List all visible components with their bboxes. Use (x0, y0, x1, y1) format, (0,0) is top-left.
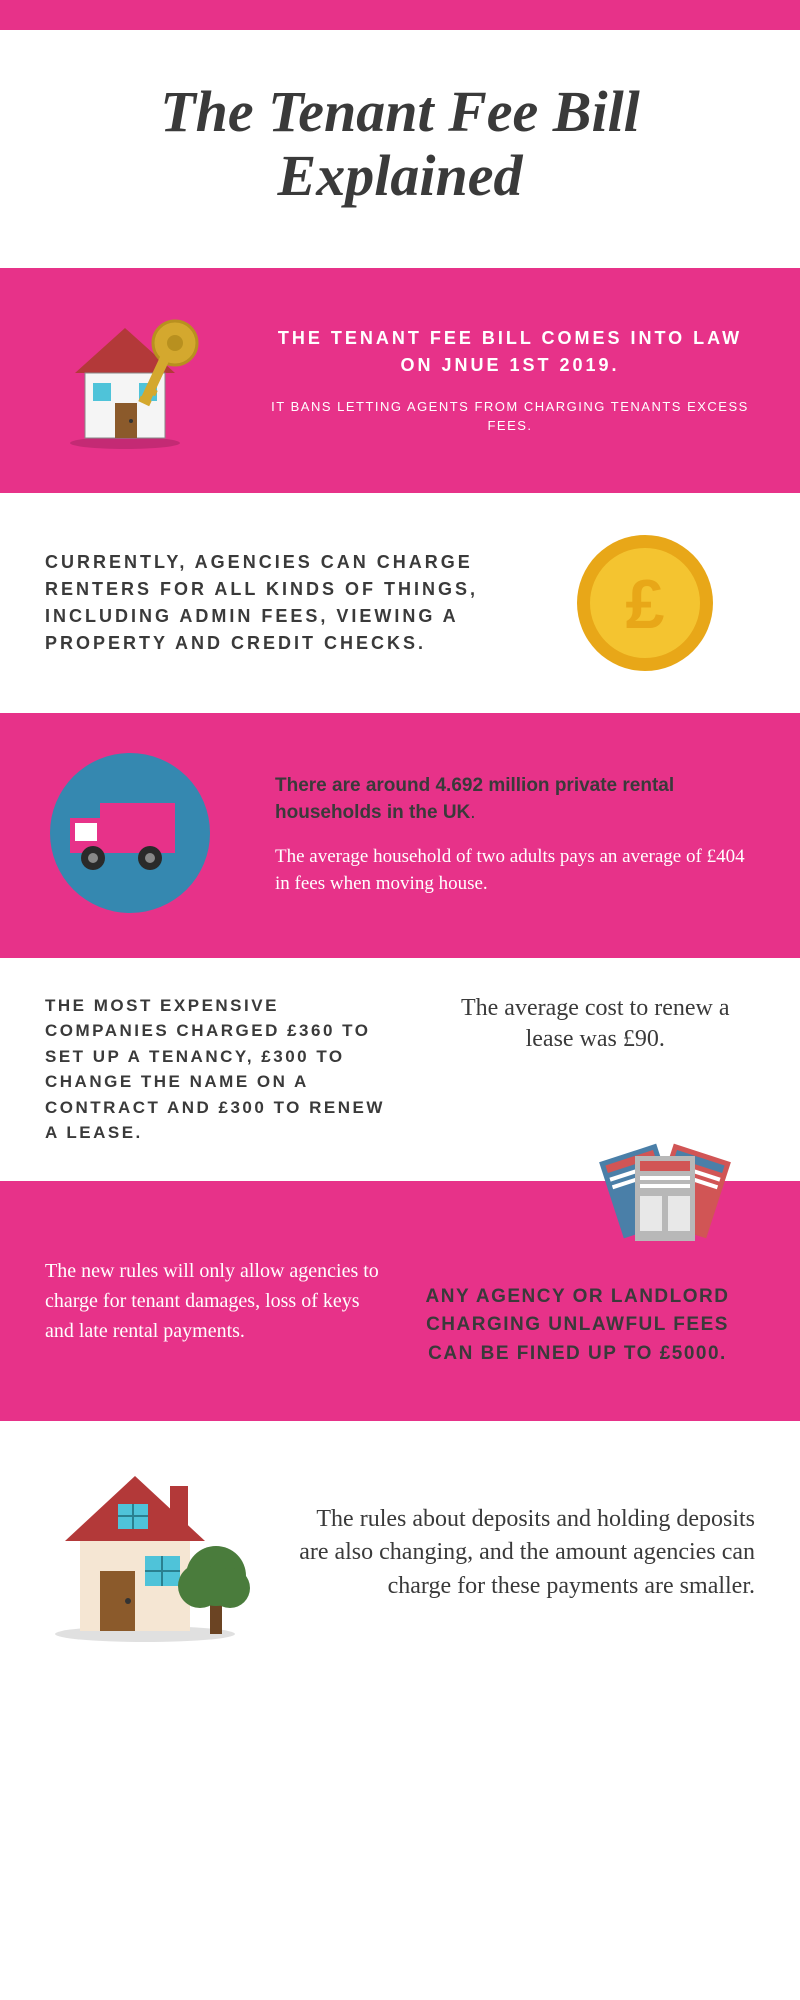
new-rules-text: The new rules will only allow agencies t… (45, 1256, 380, 1346)
section-current-fees: CURRENTLY, AGENCIES CAN CHARGE RENTERS F… (0, 493, 800, 713)
fine-text: ANY AGENCY OR LANDLORD CHARGING UNLAWFUL… (400, 1283, 755, 1369)
current-fees-text: CURRENTLY, AGENCIES CAN CHARGE RENTERS F… (45, 549, 535, 657)
page-title: The Tenant Fee Bill Explained (40, 80, 760, 208)
section-rules: The new rules will only allow agencies t… (0, 1181, 800, 1421)
expensive-text: THE MOST EXPENSIVE COMPANIES CHARGED £36… (45, 993, 406, 1146)
section-intro: THE TENANT FEE BILL COMES INTO LAW ON JN… (0, 268, 800, 493)
section-households: There are around 4.692 million private r… (0, 713, 800, 958)
households-body: The average household of two adults pays… (275, 844, 755, 897)
top-accent-bar (0, 0, 800, 30)
house-tree-icon (45, 1456, 255, 1646)
intro-heading: THE TENANT FEE BILL COMES INTO LAW ON JN… (265, 325, 755, 379)
title-section: The Tenant Fee Bill Explained (0, 30, 800, 268)
svg-text:£: £ (626, 565, 665, 643)
section-deposits: The rules about deposits and holding dep… (0, 1421, 800, 1686)
moving-truck-icon (45, 748, 215, 918)
documents-icon (590, 1121, 740, 1261)
deposits-text: The rules about deposits and holding dep… (295, 1503, 755, 1604)
intro-subtext: IT BANS LETTING AGENTS FROM CHARGING TEN… (265, 397, 755, 436)
house-key-icon (45, 303, 215, 453)
households-heading: There are around 4.692 million private r… (275, 773, 755, 826)
renew-cost-text: The average cost to renew a lease was £9… (436, 993, 756, 1055)
households-heading-suffix: . (470, 802, 475, 823)
pound-coin-icon: £ (570, 528, 720, 678)
